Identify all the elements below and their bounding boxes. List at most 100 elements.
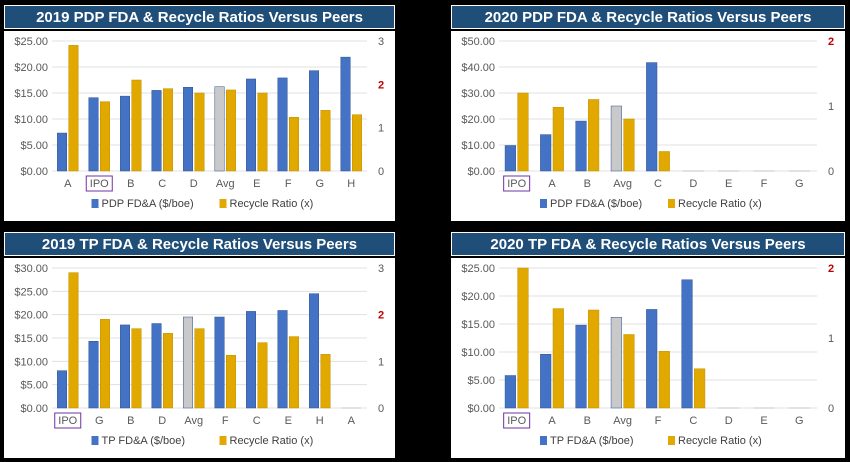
legend-label-primary: TP FD&A ($/boe) <box>550 435 634 447</box>
x-tick-label: B <box>584 178 591 190</box>
bar-primary <box>575 324 587 409</box>
bar-primary <box>88 97 99 172</box>
y-tick-label: $25.00 <box>461 263 495 275</box>
bar-primary <box>151 323 162 409</box>
bar-secondary <box>131 328 142 409</box>
chart-svg: $0.00 $10.00 $20.00 $30.00 $40.00 $50.00 0 1 2 IP… <box>451 31 845 221</box>
bar-primary <box>309 70 319 172</box>
legend-swatch-primary <box>91 436 99 445</box>
legend-swatch-secondary <box>668 199 675 208</box>
legend-label-secondary: Recycle Ratio (x) <box>678 198 762 210</box>
y2-tick-label: 2 <box>378 310 384 322</box>
x-tick-label: C <box>654 178 662 190</box>
x-tick-label: F <box>285 178 292 190</box>
bar-primary <box>183 87 194 172</box>
x-tick-label: E <box>725 178 732 190</box>
legend-label-primary: PDP FD&A ($/boe) <box>550 198 642 210</box>
y-tick-label: $5.00 <box>467 375 495 387</box>
y-tick-label: $15.00 <box>14 88 48 100</box>
bar-secondary <box>623 118 635 172</box>
y2-tick-label: 0 <box>378 403 384 415</box>
bar-primary <box>610 105 622 172</box>
bar-primary <box>340 56 351 172</box>
y-tick-label: $25.00 <box>14 286 48 298</box>
legend-swatch-primary <box>540 436 547 445</box>
chart-title: 2020 PDP FDA & Recycle Ratios Versus Pee… <box>451 5 845 29</box>
bar-primary <box>277 310 288 409</box>
bar-primary <box>183 316 194 409</box>
highlight-box <box>503 412 531 429</box>
x-tick-label: A <box>64 178 72 190</box>
highlight-box <box>54 412 82 429</box>
bar-secondary <box>289 336 299 409</box>
bar-primary <box>277 77 288 172</box>
y-tick-label: $20.00 <box>14 310 48 322</box>
y-tick-label: $20.00 <box>461 114 495 126</box>
x-tick-label: H <box>316 415 324 427</box>
bar-primary <box>120 324 131 409</box>
x-tick-label: IPO <box>58 415 77 427</box>
bar-secondary <box>226 355 236 409</box>
y-tick-label: $10.00 <box>14 114 48 126</box>
bar-primary <box>610 317 622 409</box>
bar-secondary <box>226 89 236 172</box>
bar-secondary <box>658 351 670 409</box>
y2-tick-label: 1 <box>828 101 834 113</box>
bar-secondary <box>163 333 173 409</box>
bar-secondary <box>194 92 205 172</box>
bar-primary <box>540 353 552 409</box>
y-tick-label: $0.00 <box>20 403 48 415</box>
x-tick-label: H <box>347 178 355 190</box>
bar-primary <box>681 279 693 409</box>
x-tick-label: IPO <box>507 178 526 190</box>
legend-swatch-secondary <box>219 199 227 208</box>
legend-label-secondary: Recycle Ratio (x) <box>678 435 762 447</box>
x-tick-label: C <box>253 415 261 427</box>
x-tick-label: Avg <box>613 415 632 427</box>
highlight-box <box>85 175 113 192</box>
y-tick-label: $0.00 <box>20 166 48 178</box>
y2-tick-label: 1 <box>378 356 384 368</box>
y-tick-label: $30.00 <box>14 263 48 275</box>
bar-secondary <box>100 101 110 172</box>
x-tick-label: G <box>795 415 804 427</box>
y-tick-label: $5.00 <box>20 140 48 152</box>
chart-title: 2019 TP FDA & Recycle Ratios Versus Peer… <box>4 232 395 256</box>
chart-svg: $0.00 $5.00 $10.00 $15.00 $20.00 $25.00 0 1 2 IPO… <box>451 258 845 458</box>
x-tick-label: A <box>548 415 556 427</box>
bar-secondary <box>588 99 600 172</box>
y2-tick-label: 0 <box>828 403 834 415</box>
bar-secondary <box>257 92 268 172</box>
legend-swatch-secondary <box>219 436 227 445</box>
x-tick-label: B <box>127 415 134 427</box>
bar-secondary <box>257 342 268 409</box>
bar-primary <box>309 293 319 409</box>
bar-secondary <box>694 368 706 409</box>
x-tick-label: D <box>190 178 198 190</box>
x-tick-label: D <box>158 415 166 427</box>
chart-svg: $0.00 $5.00 $10.00 $15.00 $20.00 $25.00 $30.00… <box>4 258 395 458</box>
y-tick-label: $5.00 <box>20 380 48 392</box>
highlight-box <box>503 175 531 192</box>
chart-title: 2019 PDP FDA & Recycle Ratios Versus Pee… <box>4 5 395 29</box>
bar-secondary <box>517 267 529 409</box>
y-tick-label: $25.00 <box>14 36 48 48</box>
x-tick-label: D <box>689 178 697 190</box>
y2-tick-label: 3 <box>378 263 384 275</box>
bar-secondary <box>68 272 79 409</box>
legend-swatch-primary <box>91 199 99 208</box>
x-tick-label: G <box>795 178 804 190</box>
x-tick-label: IPO <box>507 415 526 427</box>
x-tick-label: A <box>548 178 556 190</box>
bar-primary <box>504 145 516 172</box>
bar-secondary <box>517 92 529 172</box>
bar-secondary <box>320 354 331 409</box>
y-tick-label: $10.00 <box>461 140 495 152</box>
y-tick-label: $50.00 <box>461 36 495 48</box>
x-tick-label: E <box>760 415 767 427</box>
bar-secondary <box>163 88 173 172</box>
bar-secondary <box>658 151 670 172</box>
x-tick-label: F <box>761 178 768 190</box>
y2-tick-label: 1 <box>378 123 384 135</box>
bar-primary <box>151 90 162 172</box>
